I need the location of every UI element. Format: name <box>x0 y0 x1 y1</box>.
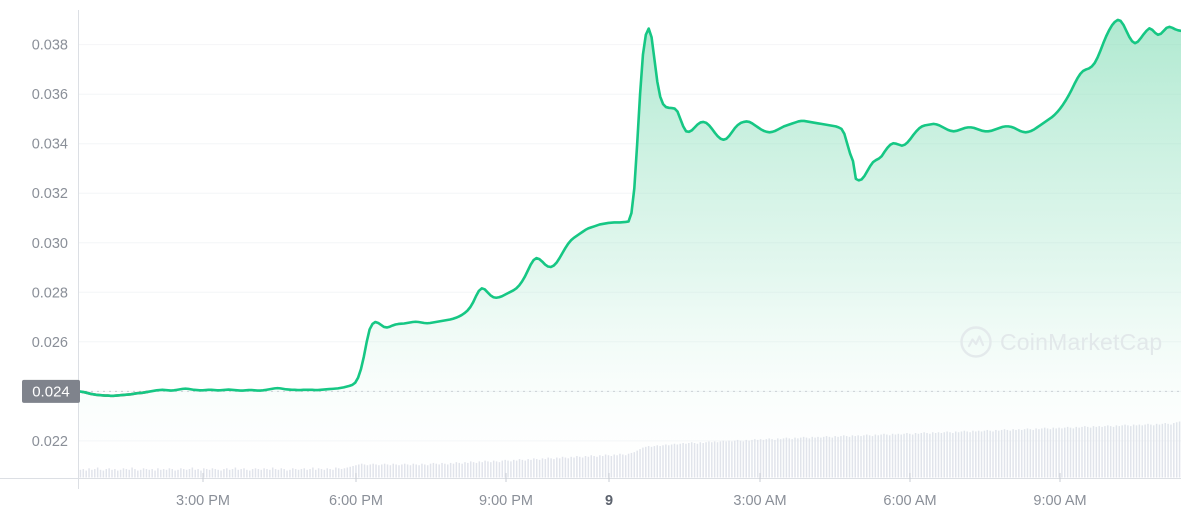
x-axis-tick-label: 9:00 AM <box>1033 493 1086 509</box>
y-axis-tick-label: 0.038 <box>32 38 68 54</box>
x-axis-tick-label: 6:00 PM <box>329 493 383 509</box>
y-axis-tick-label: 0.034 <box>32 137 68 153</box>
price-line <box>77 18 1181 398</box>
price-badge-background <box>22 379 80 403</box>
x-axis-tick-label: 3:00 PM <box>176 493 230 509</box>
x-axis-tick-label: 9 <box>605 493 613 509</box>
y-axis-tick-label: 0.028 <box>32 285 68 301</box>
coinmarketcap-watermark: CoinMarketCap <box>960 326 1162 358</box>
x-axis-tick-label: 3:00 AM <box>733 493 786 509</box>
x-axis-tick-labels: 3:00 PM 6:00 PM 9:00 PM 9 3:00 AM 6:00 AM 9:00… <box>176 493 1087 509</box>
y-axis-tick-label: 0.032 <box>32 186 68 202</box>
x-axis-tick-label: 9:00 PM <box>479 493 533 509</box>
x-axis-tick-marks <box>202 473 1061 482</box>
price-badge-value: 0.024 <box>32 383 70 400</box>
y-axis-tick-label: 0.036 <box>32 87 68 103</box>
price-area-fill <box>79 19 1181 478</box>
current-price-badge: 0.024 <box>22 379 80 403</box>
coinmarketcap-logo-icon <box>960 326 992 358</box>
y-axis-tick-label: 0.030 <box>32 236 68 252</box>
x-axis-tick-label: 6:00 AM <box>883 493 936 509</box>
watermark-brand-label: CoinMarketCap <box>1000 329 1162 355</box>
y-axis-tick-label: 0.026 <box>32 335 68 351</box>
y-axis-tick-label: 0.022 <box>32 434 68 450</box>
